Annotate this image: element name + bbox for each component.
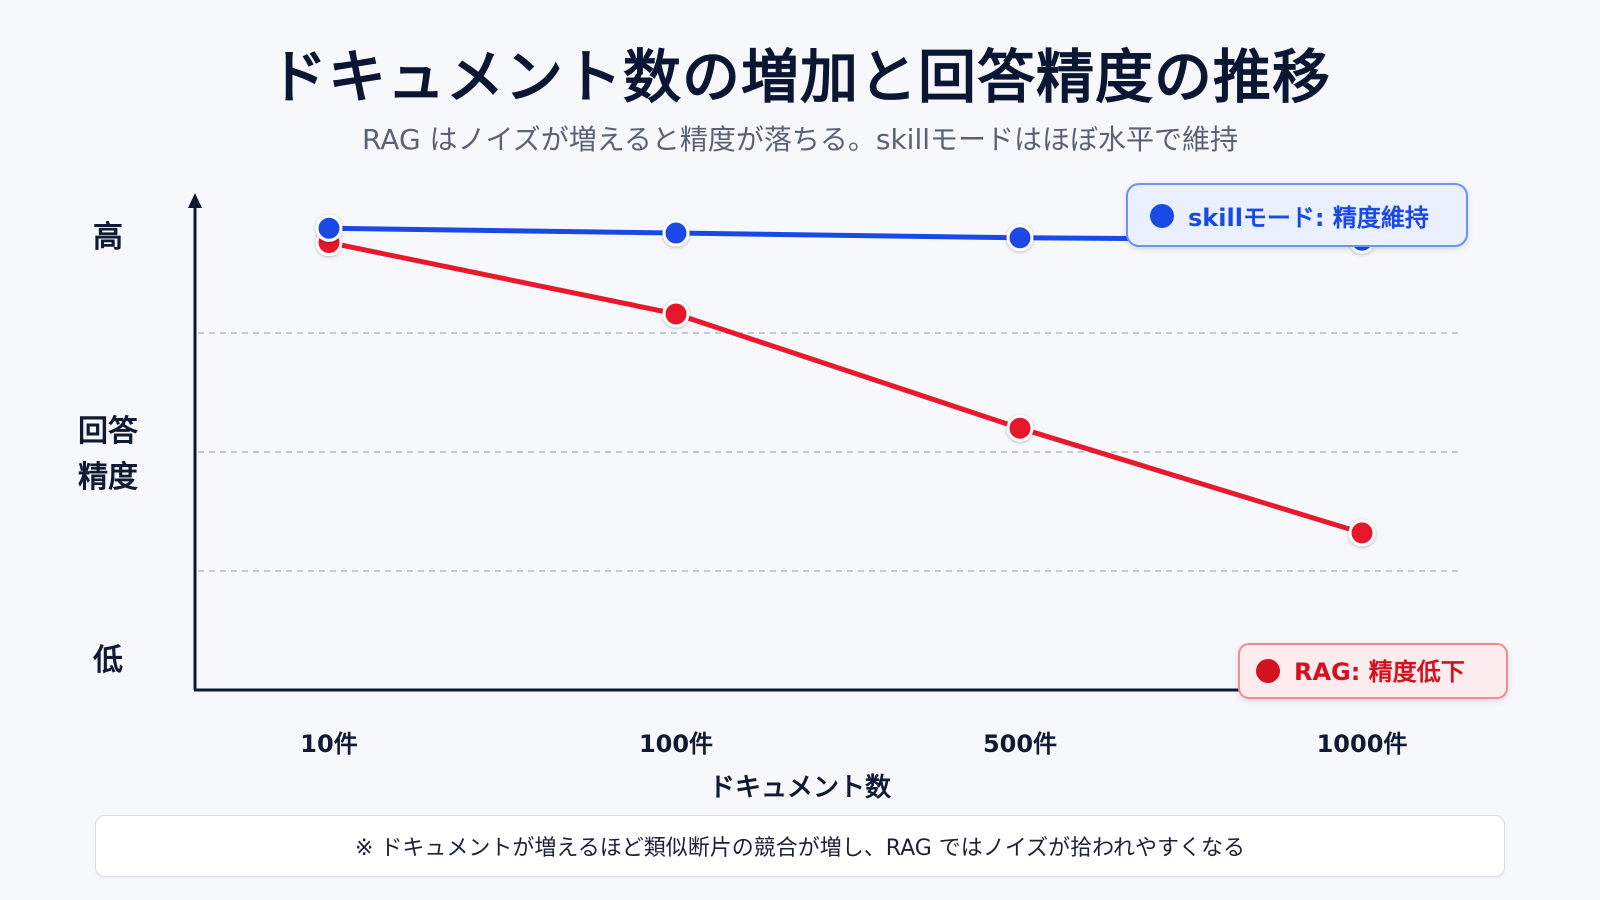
x-tick-label: 10件: [300, 730, 357, 758]
series-line-rag: [326, 240, 1365, 536]
axes: [188, 193, 1500, 697]
legend-skill-box: [1126, 183, 1468, 247]
x-tick-labels: 10件 100件 500件 1000件: [300, 730, 1407, 758]
x-axis-title: ドキュメント数: [709, 773, 892, 803]
legend-skill-marker: [1150, 204, 1174, 228]
y-axis-labels: 高 回答 精度 低: [78, 220, 139, 678]
x-tick-label: 500件: [983, 730, 1057, 758]
page-subtitle: RAG はノイズが増えると精度が落ちる。skillモードはほぼ水平で維持: [361, 123, 1239, 156]
data-point-rag: [1006, 414, 1034, 442]
x-tick-label: 1000件: [1317, 730, 1408, 758]
footnote-text: ※ ドキュメントが増えるほど類似断片の競合が増し、RAG ではノイズが拾われやす…: [354, 836, 1246, 861]
grid-lines: [198, 332, 1462, 572]
legend-skill: [1126, 183, 1468, 247]
legend-rag-label: RAG: 精度低下: [1294, 658, 1465, 686]
legend-rag: [1238, 643, 1508, 699]
data-point-skill: [1006, 224, 1034, 252]
legend-rag-marker: [1256, 659, 1280, 683]
data-point-skill: [662, 219, 690, 247]
data-point-rag: [662, 300, 690, 328]
legend-skill-label: skillモード: 精度維持: [1188, 204, 1429, 232]
y-low-label: 低: [92, 643, 123, 678]
series-lines: [326, 225, 1365, 536]
series-points: [315, 214, 1376, 547]
data-point-rag: [1348, 519, 1376, 547]
y-axis-title-line1: 回答: [78, 414, 139, 449]
legend-rag-box: [1238, 643, 1508, 699]
data-point-skill: [315, 214, 343, 242]
x-tick-label: 100件: [639, 730, 713, 758]
footnote-box: ※ ドキュメントが増えるほど類似断片の競合が増し、RAG ではノイズが拾われやす…: [95, 815, 1505, 877]
y-axis-title-line2: 精度: [78, 460, 138, 495]
y-high-label: 高: [93, 220, 123, 255]
page-title: ドキュメント数の増加と回答精度の推移: [268, 43, 1331, 111]
y-axis-arrow: [188, 193, 202, 208]
